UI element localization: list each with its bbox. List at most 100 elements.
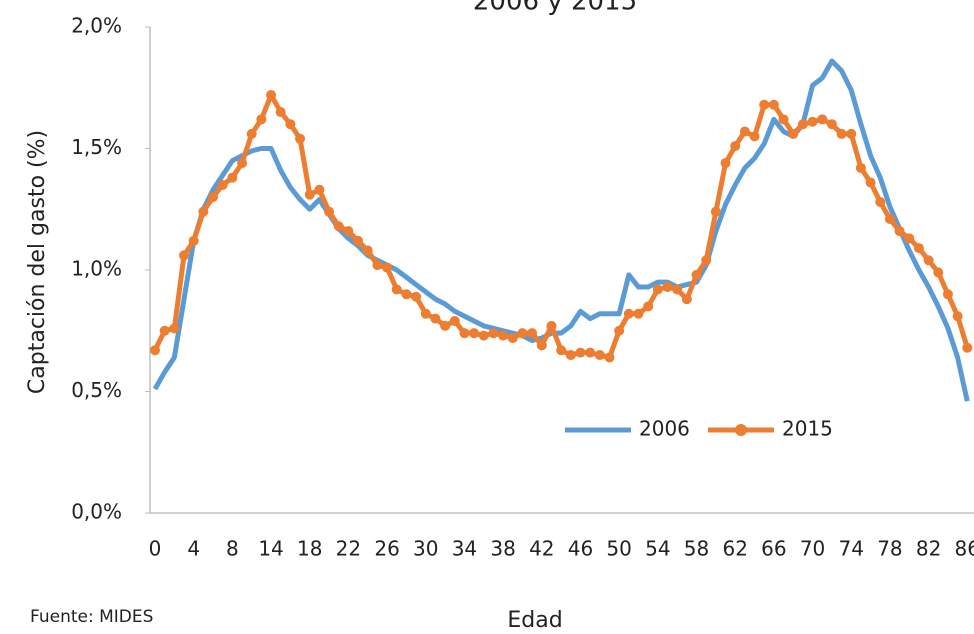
x-tick-label: 34 bbox=[452, 537, 477, 561]
point-marker bbox=[585, 347, 596, 358]
point-marker bbox=[730, 141, 741, 152]
y-tick-label: 1,5% bbox=[71, 135, 122, 159]
x-tick-label: 42 bbox=[529, 537, 554, 561]
point-marker bbox=[546, 320, 557, 331]
point-marker bbox=[807, 116, 818, 127]
point-marker bbox=[507, 333, 518, 344]
point-marker bbox=[855, 162, 866, 173]
x-tick-label: 70 bbox=[800, 537, 825, 561]
x-tick-label: 38 bbox=[490, 537, 515, 561]
point-marker bbox=[304, 189, 315, 200]
point-marker bbox=[430, 313, 441, 324]
point-marker bbox=[188, 235, 199, 246]
point-marker bbox=[933, 267, 944, 278]
point-marker bbox=[517, 328, 528, 339]
point-marker bbox=[952, 311, 963, 322]
point-marker bbox=[788, 128, 799, 139]
point-marker bbox=[478, 330, 489, 341]
point-marker bbox=[159, 325, 170, 336]
x-axis-label: Edad bbox=[507, 608, 562, 633]
point-marker bbox=[217, 179, 228, 190]
x-tick-label: 46 bbox=[568, 537, 593, 561]
point-marker bbox=[295, 133, 306, 144]
point-marker bbox=[701, 255, 712, 266]
x-tick-label: 14 bbox=[258, 537, 283, 561]
point-marker bbox=[662, 282, 673, 293]
point-marker bbox=[797, 119, 808, 130]
point-marker bbox=[633, 308, 644, 319]
point-marker bbox=[382, 262, 393, 273]
point-marker bbox=[169, 323, 180, 334]
point-marker bbox=[498, 330, 509, 341]
point-marker bbox=[266, 90, 277, 101]
point-marker bbox=[459, 328, 470, 339]
point-marker bbox=[962, 342, 973, 353]
point-marker bbox=[942, 289, 953, 300]
point-marker bbox=[469, 328, 480, 339]
point-marker bbox=[720, 158, 731, 169]
point-marker bbox=[333, 221, 344, 232]
point-marker bbox=[681, 294, 692, 305]
point-marker bbox=[749, 131, 760, 142]
point-marker bbox=[614, 325, 625, 336]
legend-label: 2015 bbox=[782, 417, 833, 441]
point-marker bbox=[846, 128, 857, 139]
x-tick-label: 18 bbox=[297, 537, 322, 561]
point-marker bbox=[875, 196, 886, 207]
point-marker bbox=[536, 340, 547, 351]
y-axis-label: Captación del gasto (%) bbox=[25, 130, 50, 394]
point-marker bbox=[256, 114, 267, 125]
point-marker bbox=[285, 119, 296, 130]
point-marker bbox=[672, 284, 683, 295]
point-marker bbox=[527, 328, 538, 339]
point-marker bbox=[826, 119, 837, 130]
point-marker bbox=[246, 128, 257, 139]
x-tick-label: 22 bbox=[336, 537, 361, 561]
point-marker bbox=[913, 243, 924, 254]
point-marker bbox=[643, 301, 654, 312]
point-marker bbox=[440, 320, 451, 331]
point-marker bbox=[198, 206, 209, 217]
y-tick-label: 0,0% bbox=[71, 500, 122, 524]
point-marker bbox=[150, 345, 160, 356]
point-marker bbox=[865, 177, 876, 188]
point-marker bbox=[488, 328, 499, 339]
legend-label: 2006 bbox=[639, 417, 690, 441]
point-marker bbox=[314, 184, 325, 195]
point-marker bbox=[623, 308, 634, 319]
x-tick-label: 82 bbox=[916, 537, 941, 561]
point-marker bbox=[420, 308, 431, 319]
x-tick-label: 74 bbox=[839, 537, 864, 561]
x-tick-label: 54 bbox=[645, 537, 670, 561]
point-marker bbox=[710, 206, 721, 217]
point-marker bbox=[565, 350, 576, 361]
point-marker bbox=[575, 347, 586, 358]
x-tick-label: 8 bbox=[226, 537, 239, 561]
point-marker bbox=[275, 107, 286, 118]
point-marker bbox=[778, 114, 789, 125]
point-marker bbox=[401, 289, 412, 300]
y-tick-label: 0,5% bbox=[71, 378, 122, 402]
point-marker bbox=[449, 316, 460, 327]
point-marker bbox=[372, 260, 383, 271]
series-line bbox=[152, 58, 970, 402]
x-tick-label: 62 bbox=[722, 537, 747, 561]
point-marker bbox=[768, 99, 779, 110]
point-marker bbox=[691, 269, 702, 280]
point-marker bbox=[179, 250, 190, 261]
point-marker bbox=[739, 126, 750, 137]
x-tick-label: 26 bbox=[374, 537, 399, 561]
x-tick-label: 50 bbox=[606, 537, 631, 561]
x-tick-label: 66 bbox=[761, 537, 786, 561]
point-marker bbox=[923, 255, 934, 266]
point-marker bbox=[391, 284, 402, 295]
x-tick-label: 58 bbox=[684, 537, 709, 561]
point-marker bbox=[227, 172, 238, 183]
point-marker bbox=[324, 206, 335, 217]
point-marker bbox=[836, 128, 847, 139]
x-tick-label: 86 bbox=[955, 537, 974, 561]
point-marker bbox=[652, 284, 663, 295]
chart-title: 2006 y 2015 bbox=[473, 0, 637, 17]
point-marker bbox=[556, 345, 567, 356]
